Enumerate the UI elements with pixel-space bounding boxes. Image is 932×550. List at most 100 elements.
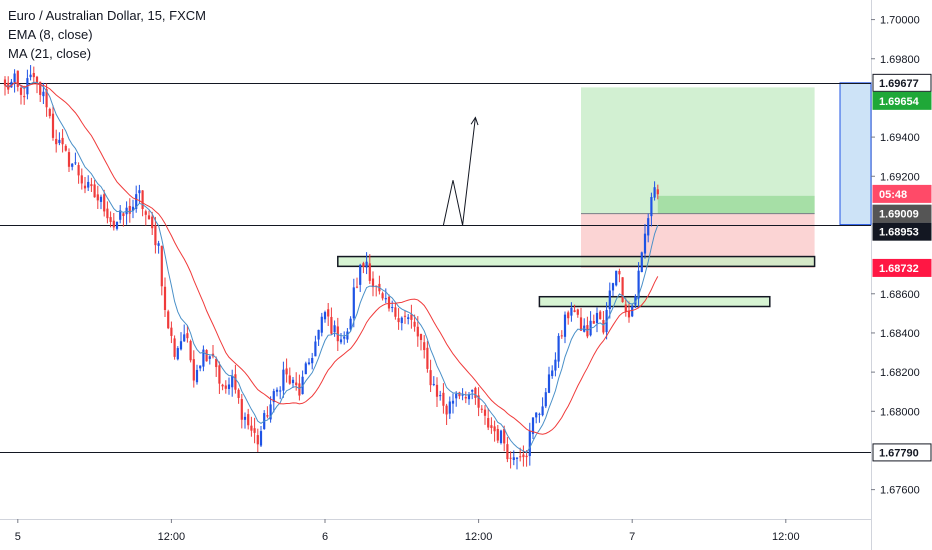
price-tag-box <box>872 258 932 277</box>
symbol-title: Euro / Australian Dollar, 15, FXCM <box>8 8 206 23</box>
candle <box>330 307 333 335</box>
candle-body <box>285 368 288 375</box>
candle <box>96 185 99 209</box>
candle-body <box>448 401 451 414</box>
y-tick-label: 1.69800 <box>880 54 920 66</box>
candle <box>269 396 272 423</box>
candle-body <box>19 87 23 95</box>
candle-body <box>570 307 573 316</box>
ema-line <box>4 81 659 454</box>
candle-body <box>640 252 643 273</box>
candle <box>48 107 51 119</box>
candle <box>106 201 109 224</box>
candle <box>157 240 160 254</box>
candle-body <box>170 327 173 336</box>
candle-body <box>109 217 112 222</box>
candle <box>215 356 218 377</box>
candle-body <box>119 210 122 220</box>
candle <box>445 403 448 426</box>
candle <box>275 387 279 397</box>
candle <box>455 391 458 407</box>
candle <box>343 331 346 345</box>
candle <box>64 144 67 152</box>
candle <box>391 300 394 313</box>
candle-body <box>45 89 48 108</box>
candle-body <box>522 454 525 458</box>
zone-0[interactable] <box>337 255 816 268</box>
candle-body <box>231 375 234 388</box>
candle <box>218 361 221 394</box>
candle <box>538 412 541 423</box>
candle-body <box>253 428 256 433</box>
candle-body <box>368 263 371 281</box>
candle-body <box>256 435 259 445</box>
price-tag-box <box>872 91 932 110</box>
candle-body <box>29 74 32 78</box>
zone-1[interactable] <box>538 295 771 308</box>
candle-body <box>611 283 615 291</box>
candle <box>535 412 538 424</box>
candle <box>448 396 451 419</box>
candle <box>621 277 624 303</box>
candle-body <box>499 430 503 443</box>
y-tick-label: 1.68600 <box>880 289 920 301</box>
candle <box>288 367 291 385</box>
candle-body <box>311 357 314 364</box>
candle <box>346 328 349 343</box>
candle-body <box>266 415 269 417</box>
candle-body <box>656 189 659 195</box>
projection-arrow[interactable] <box>442 117 476 226</box>
candle-body <box>192 359 195 381</box>
candle <box>221 383 224 391</box>
candle <box>323 310 327 323</box>
candle-body <box>224 385 227 389</box>
candle-body <box>615 270 618 286</box>
candle <box>627 301 631 323</box>
candle-body <box>250 425 253 431</box>
candle <box>423 335 426 359</box>
candle-body <box>432 383 435 385</box>
candle-body <box>215 358 218 368</box>
candle-body <box>186 333 189 339</box>
candle <box>99 194 103 210</box>
candle <box>227 377 231 395</box>
candle-body <box>13 73 16 83</box>
candle <box>339 332 343 345</box>
candle <box>615 270 618 287</box>
candle-body <box>493 426 496 432</box>
candle-body <box>474 387 477 398</box>
candle <box>592 314 595 324</box>
candle-body <box>387 296 391 309</box>
candle <box>320 312 323 337</box>
candle-body <box>208 356 211 359</box>
candle <box>224 380 227 394</box>
candle <box>317 329 320 346</box>
candle <box>403 310 407 324</box>
candle <box>563 311 567 344</box>
x-tick-label: 6 <box>322 531 328 543</box>
candle <box>359 263 362 293</box>
candle <box>16 70 19 92</box>
candle-body <box>637 270 640 299</box>
candle-body <box>403 315 407 317</box>
candle <box>29 65 32 81</box>
candle <box>295 372 298 391</box>
candle <box>147 210 151 220</box>
candle-body <box>435 384 439 397</box>
candle <box>109 211 112 228</box>
candle <box>435 377 439 408</box>
candle-body <box>199 365 202 369</box>
range-box[interactable] <box>839 82 872 226</box>
candle <box>384 288 387 304</box>
profit-zone[interactable] <box>581 87 815 214</box>
candle-body <box>179 341 183 350</box>
candle <box>247 408 250 430</box>
candle <box>512 450 515 466</box>
candle-body <box>464 397 467 399</box>
candle-body <box>221 384 224 387</box>
candle <box>624 298 627 317</box>
candle <box>381 291 384 301</box>
candle <box>167 309 170 330</box>
y-tick-label: 1.69200 <box>880 171 920 183</box>
